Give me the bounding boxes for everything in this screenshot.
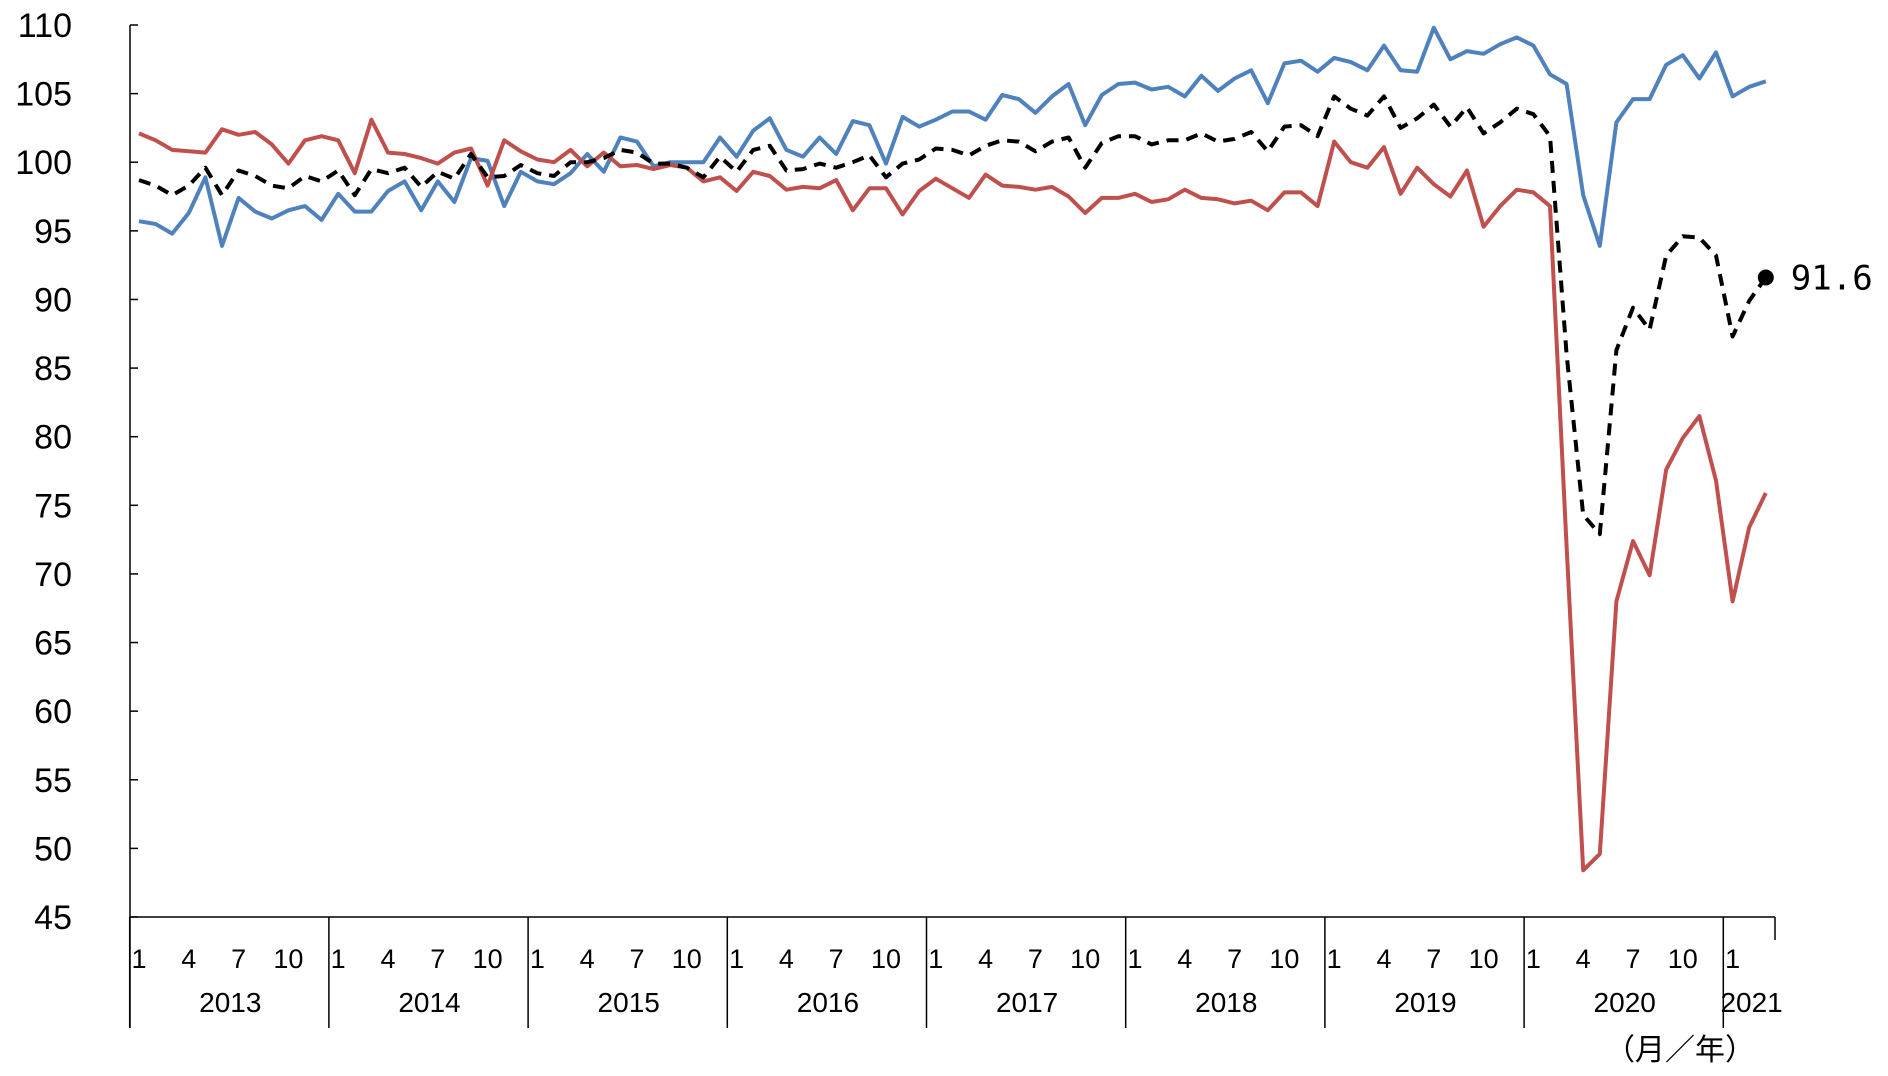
month-tick-label: 10 bbox=[473, 944, 503, 974]
month-tick-label: 4 bbox=[1177, 944, 1192, 974]
year-label: 2013 bbox=[199, 987, 261, 1018]
month-tick-label: 1 bbox=[131, 944, 146, 974]
end-value-label: 91.6 bbox=[1791, 259, 1873, 299]
y-tick-label: 90 bbox=[34, 281, 72, 319]
x-axis-unit-label: （月／年） bbox=[1605, 1033, 1755, 1068]
series-line-3 bbox=[138, 94, 1768, 537]
y-tick-label: 100 bbox=[15, 144, 72, 182]
month-tick-label: 7 bbox=[231, 944, 246, 974]
year-label: 2018 bbox=[1195, 987, 1257, 1018]
month-tick-label: 7 bbox=[1426, 944, 1441, 974]
month-tick-label: 1 bbox=[1127, 944, 1142, 974]
month-tick-label: 1 bbox=[530, 944, 545, 974]
month-tick-label: 7 bbox=[829, 944, 844, 974]
y-tick-label: 75 bbox=[34, 487, 72, 525]
y-tick-label: 105 bbox=[15, 76, 72, 114]
y-tick-label: 80 bbox=[34, 419, 72, 457]
month-tick-label: 4 bbox=[779, 944, 794, 974]
month-tick-label: 1 bbox=[331, 944, 346, 974]
month-tick-label: 7 bbox=[430, 944, 445, 974]
month-tick-label: 1 bbox=[1327, 944, 1342, 974]
month-tick-label: 4 bbox=[1576, 944, 1591, 974]
series-line-2 bbox=[138, 117, 1768, 873]
y-tick-label: 60 bbox=[34, 693, 72, 731]
year-label: 2021 bbox=[1720, 987, 1782, 1018]
series-line-1 bbox=[138, 25, 1767, 248]
month-tick-label: 10 bbox=[1269, 944, 1299, 974]
month-tick-label: 1 bbox=[928, 944, 943, 974]
y-tick-label: 50 bbox=[34, 830, 72, 868]
series-group bbox=[138, 25, 1768, 873]
month-tick-label: 4 bbox=[380, 944, 395, 974]
y-tick-label: 95 bbox=[34, 213, 72, 251]
month-tick-label: 4 bbox=[978, 944, 993, 974]
month-tick-label: 10 bbox=[1668, 944, 1698, 974]
month-tick-label: 7 bbox=[1227, 944, 1242, 974]
y-tick-label: 55 bbox=[34, 762, 72, 800]
year-label: 2015 bbox=[598, 987, 660, 1018]
month-tick-label: 7 bbox=[629, 944, 644, 974]
month-tick-label: 1 bbox=[729, 944, 744, 974]
y-tick-label: 65 bbox=[34, 625, 72, 663]
month-tick-label: 10 bbox=[1070, 944, 1100, 974]
year-label: 2016 bbox=[797, 987, 859, 1018]
y-tick-label: 45 bbox=[34, 899, 72, 937]
month-tick-label: 4 bbox=[1376, 944, 1391, 974]
month-tick-label: 4 bbox=[580, 944, 595, 974]
month-tick-label: 4 bbox=[181, 944, 196, 974]
year-label: 2019 bbox=[1394, 987, 1456, 1018]
y-tick-label: 70 bbox=[34, 556, 72, 594]
year-label: 2017 bbox=[996, 987, 1058, 1018]
year-label: 2014 bbox=[398, 987, 460, 1018]
month-tick-label: 10 bbox=[672, 944, 702, 974]
month-tick-label: 7 bbox=[1028, 944, 1043, 974]
y-tick-label: 85 bbox=[34, 350, 72, 388]
year-label: 2020 bbox=[1594, 987, 1656, 1018]
month-tick-label: 1 bbox=[1725, 944, 1740, 974]
month-tick-label: 7 bbox=[1625, 944, 1640, 974]
end-point-marker bbox=[1757, 269, 1774, 286]
month-tick-label: 1 bbox=[1526, 944, 1541, 974]
month-tick-label: 10 bbox=[1469, 944, 1499, 974]
month-tick-label: 10 bbox=[273, 944, 303, 974]
y-tick-label: 110 bbox=[18, 7, 72, 45]
labels-group: （月／年） 91.6 bbox=[1605, 259, 1873, 1068]
month-tick-label: 10 bbox=[871, 944, 901, 974]
